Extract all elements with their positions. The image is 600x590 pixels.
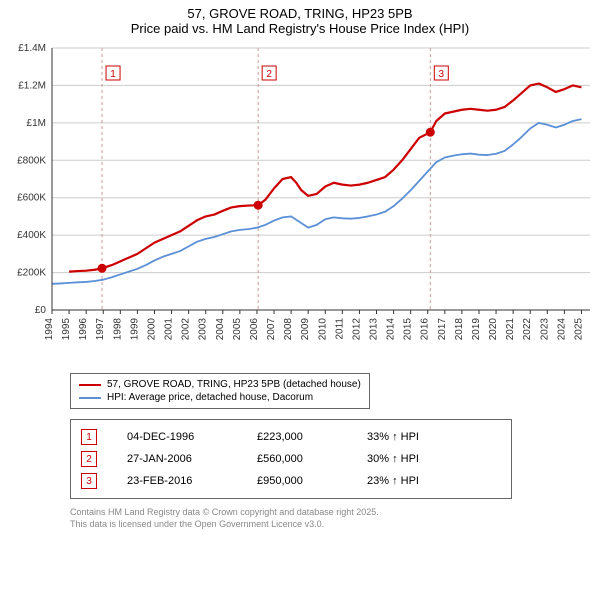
sale-price: £950,000 (257, 475, 337, 487)
x-tick-label: 2024 (556, 318, 567, 341)
y-tick-label: £400K (17, 230, 46, 241)
sales-row: 3 23-FEB-2016 £950,000 23% ↑ HPI (81, 470, 501, 492)
title-subtitle: Price paid vs. HM Land Registry's House … (0, 21, 600, 36)
x-tick-label: 2002 (181, 318, 192, 341)
sale-price: £223,000 (257, 431, 337, 443)
sale-marker-number: 3 (439, 69, 445, 80)
x-tick-label: 2023 (539, 318, 550, 341)
legend-row: 57, GROVE ROAD, TRING, HP23 5PB (detache… (79, 378, 361, 391)
x-tick-label: 2004 (215, 318, 226, 341)
x-tick-label: 1999 (129, 318, 140, 341)
attribution: Contains HM Land Registry data © Crown c… (70, 507, 600, 538)
sale-diff: 33% ↑ HPI (367, 431, 501, 443)
y-tick-label: £600K (17, 193, 46, 204)
x-tick-label: 2010 (317, 318, 328, 341)
x-tick-label: 2001 (164, 318, 175, 341)
sale-date: 27-JAN-2006 (127, 453, 227, 465)
x-tick-label: 2014 (386, 318, 397, 341)
legend: 57, GROVE ROAD, TRING, HP23 5PB (detache… (70, 373, 370, 409)
x-tick-label: 2018 (454, 318, 465, 341)
legend-row: HPI: Average price, detached house, Daco… (79, 391, 361, 404)
chart: £0 £200K £400K £600K £800K £1M £1.2M £1.4M 1994 1… (0, 40, 600, 365)
legend-label: HPI: Average price, detached house, Daco… (107, 392, 313, 403)
x-tick-label: 2016 (420, 318, 431, 341)
x-tick-label: 2008 (283, 318, 294, 341)
y-tick-label: £800K (17, 155, 46, 166)
x-tick-label: 2022 (522, 318, 533, 341)
title-address: 57, GROVE ROAD, TRING, HP23 5PB (0, 6, 600, 21)
chart-svg: £0 £200K £400K £600K £800K £1M £1.2M £1.4M 1994 1… (0, 40, 600, 360)
sale-marker-cell: 1 (81, 429, 97, 445)
sale-marker-cell: 2 (81, 451, 97, 467)
x-tick-label: 2012 (351, 318, 362, 341)
sale-marker-number: 2 (266, 69, 272, 80)
attribution-line-1: Contains HM Land Registry data © Crown c… (70, 507, 600, 519)
sale-diff: 30% ↑ HPI (367, 453, 501, 465)
sale-date: 23-FEB-2016 (127, 475, 227, 487)
series-hpi (52, 119, 581, 284)
sales-row: 2 27-JAN-2006 £560,000 30% ↑ HPI (81, 448, 501, 470)
legend-label: 57, GROVE ROAD, TRING, HP23 5PB (detache… (107, 379, 361, 390)
sales-table: 1 04-DEC-1996 £223,000 33% ↑ HPI 2 27-JAN-200… (70, 419, 512, 499)
legend-swatch (79, 384, 101, 386)
y-tick-label: £1.2M (18, 80, 46, 91)
x-tick-label: 2007 (266, 318, 277, 341)
x-tick-label: 1997 (95, 318, 106, 341)
x-tick-label: 1995 (61, 318, 72, 341)
x-tick-label: 1998 (112, 318, 123, 341)
y-tick-label: £1.4M (18, 43, 46, 54)
legend-swatch (79, 397, 101, 399)
x-tick-label: 2021 (505, 318, 516, 341)
sale-diff: 23% ↑ HPI (367, 475, 501, 487)
x-tick-label: 2009 (300, 318, 311, 341)
x-tick-label: 2017 (437, 318, 448, 341)
x-tick-label: 2013 (369, 318, 380, 341)
y-tick-label: £200K (17, 268, 46, 279)
sale-marker-number: 1 (110, 69, 116, 80)
x-tick-label: 2025 (573, 318, 584, 341)
titles: 57, GROVE ROAD, TRING, HP23 5PB Price pa… (0, 6, 600, 36)
x-tick-label: 2006 (249, 318, 260, 341)
x-tick-label: 2005 (232, 318, 243, 341)
chart-container: 57, GROVE ROAD, TRING, HP23 5PB Price pa… (0, 6, 600, 538)
x-tick-label: 1994 (44, 318, 55, 341)
x-tick-label: 2000 (146, 318, 157, 341)
x-tick-label: 2020 (488, 318, 499, 341)
x-tick-label: 2019 (471, 318, 482, 341)
sales-row: 1 04-DEC-1996 £223,000 33% ↑ HPI (81, 426, 501, 448)
sale-price: £560,000 (257, 453, 337, 465)
x-tick-label: 2011 (334, 318, 345, 340)
series-price_paid (69, 84, 581, 272)
x-tick-label: 2015 (403, 318, 414, 341)
x-tick-label: 2003 (198, 318, 209, 341)
y-tick-label: £0 (35, 305, 47, 316)
x-tick-label: 1996 (78, 318, 89, 341)
attribution-line-2: This data is licensed under the Open Gov… (70, 519, 600, 531)
sale-marker-cell: 3 (81, 473, 97, 489)
y-tick-label: £1M (27, 118, 46, 129)
sale-date: 04-DEC-1996 (127, 431, 227, 443)
